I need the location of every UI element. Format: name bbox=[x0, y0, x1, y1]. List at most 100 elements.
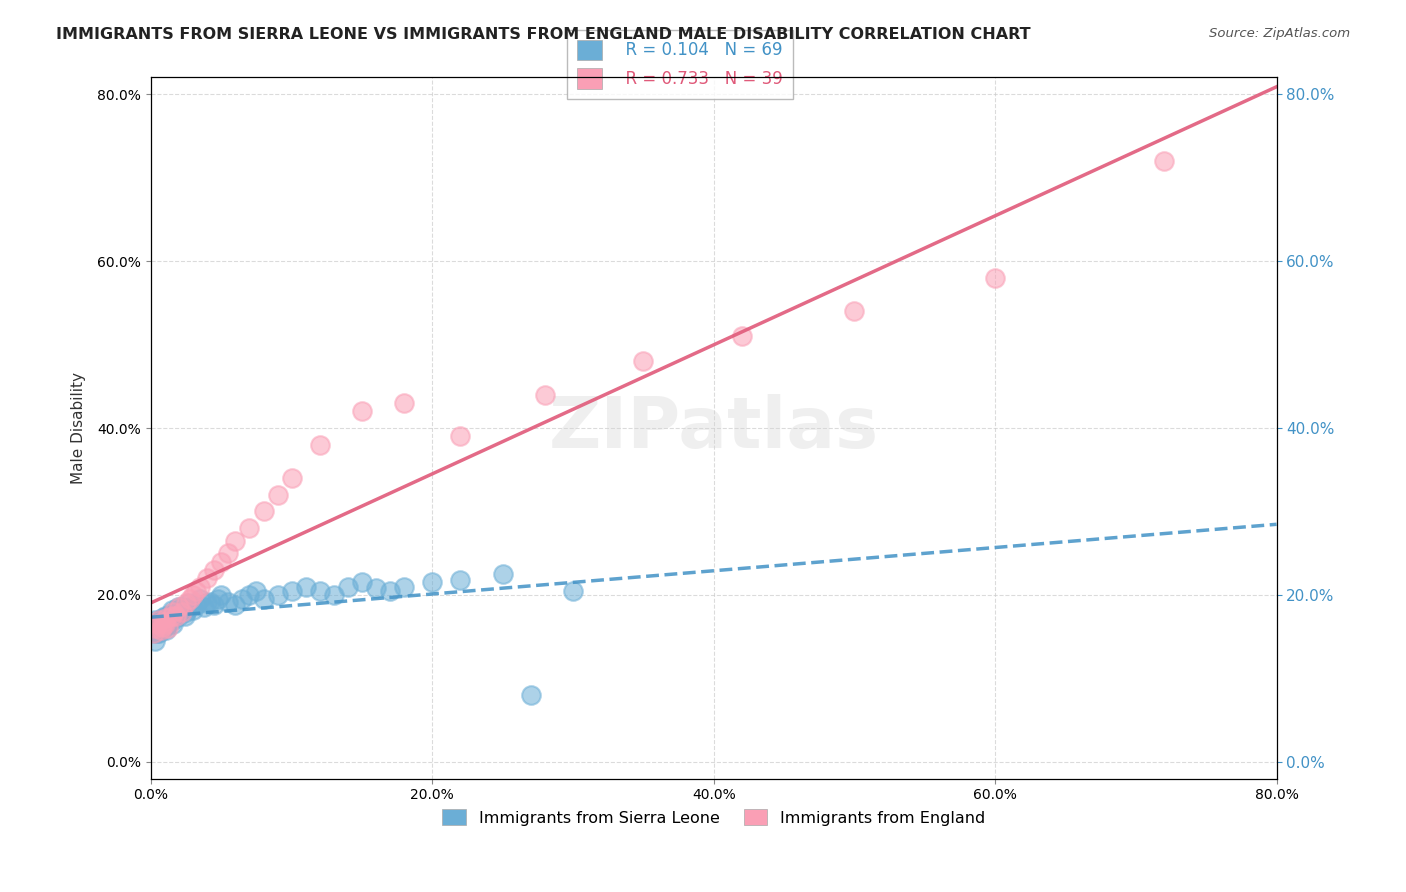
Point bbox=[155, 613, 177, 627]
Point bbox=[173, 608, 195, 623]
Point bbox=[217, 594, 239, 608]
Point bbox=[184, 583, 207, 598]
Point bbox=[1153, 153, 1175, 168]
Point bbox=[155, 611, 177, 625]
Point bbox=[150, 611, 173, 625]
Point bbox=[174, 596, 197, 610]
Point bbox=[148, 621, 170, 635]
Point bbox=[156, 621, 179, 635]
Point bbox=[322, 588, 344, 602]
Point bbox=[252, 592, 274, 607]
Point bbox=[308, 438, 330, 452]
Point bbox=[160, 603, 183, 617]
Point bbox=[156, 617, 179, 632]
Point bbox=[238, 588, 260, 602]
Point bbox=[167, 600, 190, 615]
Point bbox=[162, 613, 184, 627]
Point bbox=[162, 605, 184, 619]
Point bbox=[152, 621, 174, 635]
Point bbox=[157, 615, 180, 629]
Point bbox=[731, 329, 754, 343]
Point bbox=[450, 429, 472, 443]
Point bbox=[492, 567, 515, 582]
Point bbox=[156, 608, 179, 623]
Point bbox=[176, 596, 198, 610]
Point bbox=[145, 617, 167, 632]
Point bbox=[245, 583, 267, 598]
Point bbox=[143, 621, 166, 635]
Point bbox=[195, 596, 218, 610]
Point bbox=[350, 575, 373, 590]
Text: ZIPatlas: ZIPatlas bbox=[548, 393, 879, 463]
Point bbox=[202, 563, 225, 577]
Point bbox=[184, 598, 207, 612]
Point bbox=[181, 603, 204, 617]
Point bbox=[392, 580, 415, 594]
Point bbox=[202, 598, 225, 612]
Point bbox=[350, 404, 373, 418]
Point bbox=[146, 620, 169, 634]
Point bbox=[188, 580, 211, 594]
Point bbox=[179, 592, 201, 607]
Point bbox=[308, 583, 330, 598]
Point bbox=[143, 621, 166, 635]
Point bbox=[534, 387, 557, 401]
Point bbox=[148, 625, 170, 640]
Point bbox=[160, 608, 183, 623]
Point bbox=[336, 580, 359, 594]
Point bbox=[231, 592, 253, 607]
Point bbox=[188, 592, 211, 607]
Point bbox=[153, 619, 176, 633]
Point bbox=[148, 613, 170, 627]
Point bbox=[150, 615, 173, 629]
Point bbox=[198, 594, 221, 608]
Point bbox=[146, 615, 169, 629]
Point bbox=[142, 625, 165, 640]
Point bbox=[844, 304, 866, 318]
Point bbox=[562, 583, 585, 598]
Text: IMMIGRANTS FROM SIERRA LEONE VS IMMIGRANTS FROM ENGLAND MALE DISABILITY CORRELAT: IMMIGRANTS FROM SIERRA LEONE VS IMMIGRAN… bbox=[56, 27, 1031, 42]
Point bbox=[224, 598, 246, 612]
Point bbox=[165, 607, 187, 621]
Point bbox=[224, 533, 246, 548]
Point bbox=[238, 521, 260, 535]
Point bbox=[364, 581, 387, 595]
Point bbox=[169, 605, 191, 619]
Point bbox=[984, 270, 1007, 285]
Point bbox=[181, 588, 204, 602]
Point bbox=[266, 588, 288, 602]
Point bbox=[146, 623, 169, 637]
Point bbox=[252, 504, 274, 518]
Point bbox=[142, 625, 165, 640]
Point bbox=[145, 625, 167, 640]
Point bbox=[207, 592, 229, 607]
Point bbox=[217, 546, 239, 560]
Point bbox=[153, 617, 176, 632]
Point bbox=[170, 605, 193, 619]
Point bbox=[280, 583, 302, 598]
Point bbox=[422, 575, 444, 590]
Text: Source: ZipAtlas.com: Source: ZipAtlas.com bbox=[1209, 27, 1350, 40]
Point bbox=[179, 600, 201, 615]
Point bbox=[152, 617, 174, 632]
Point bbox=[143, 633, 166, 648]
Point bbox=[294, 580, 316, 594]
Point bbox=[174, 605, 197, 619]
Point bbox=[149, 620, 172, 634]
Point bbox=[152, 615, 174, 629]
Point bbox=[166, 600, 188, 615]
Point bbox=[165, 608, 187, 623]
Point bbox=[153, 608, 176, 623]
Point bbox=[160, 607, 183, 621]
Point bbox=[266, 488, 288, 502]
Point bbox=[162, 617, 184, 632]
Point bbox=[159, 611, 181, 625]
Point bbox=[520, 688, 543, 702]
Point bbox=[195, 571, 218, 585]
Point bbox=[280, 471, 302, 485]
Point bbox=[149, 623, 172, 637]
Point bbox=[209, 555, 232, 569]
Point bbox=[146, 617, 169, 632]
Y-axis label: Male Disability: Male Disability bbox=[72, 372, 86, 484]
Point bbox=[150, 620, 173, 634]
